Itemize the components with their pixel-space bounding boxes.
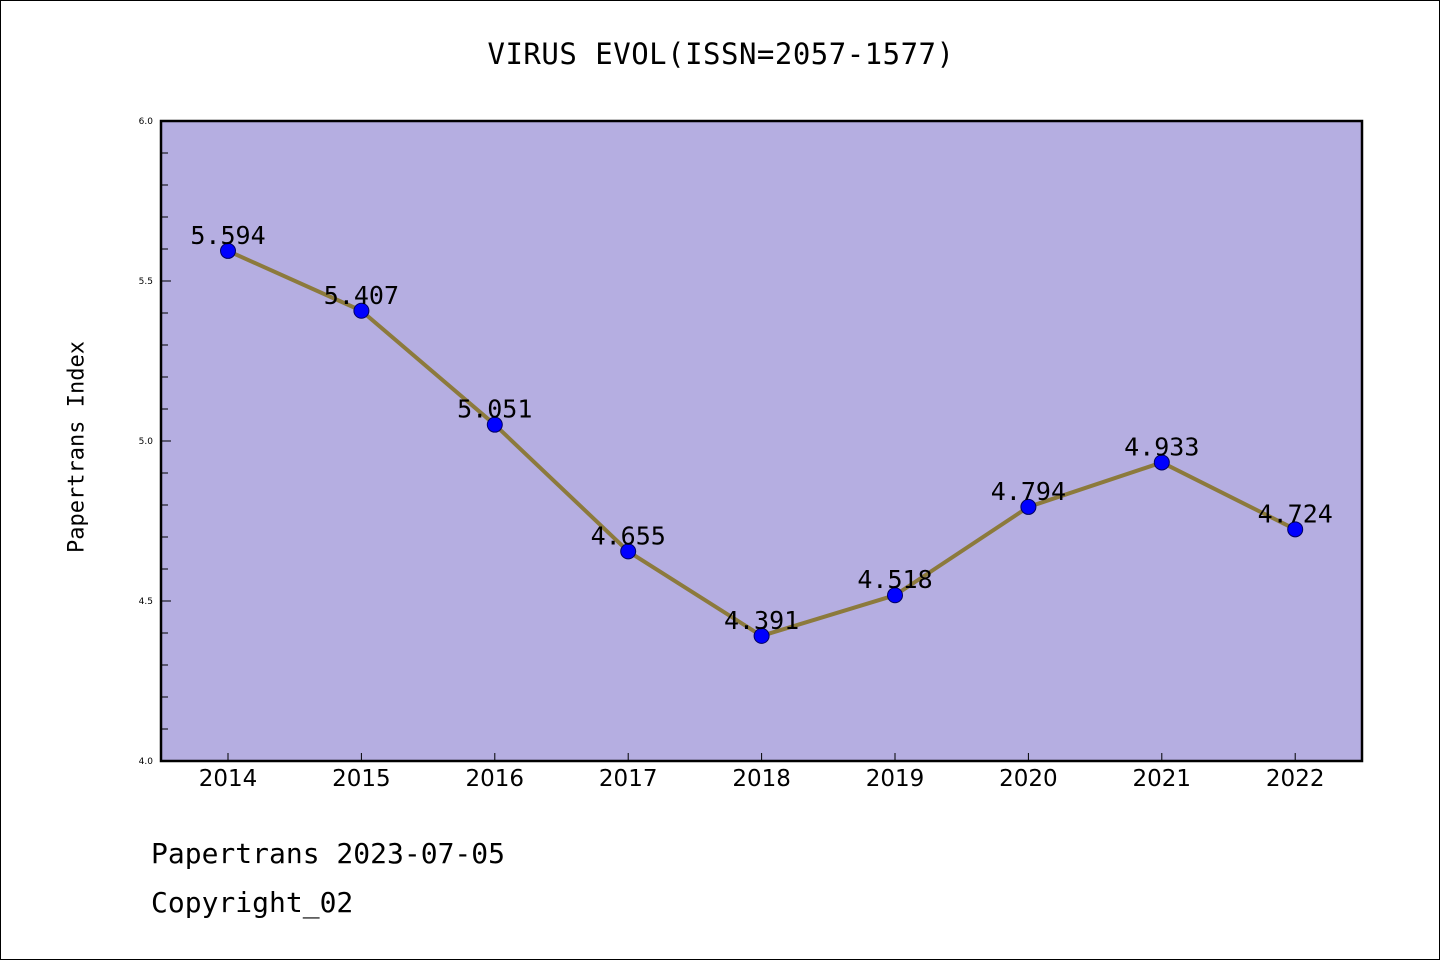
data-label: 5.594	[190, 221, 265, 250]
footer-copyright: Copyright_02	[151, 886, 354, 919]
y-tick-label: 4.5	[139, 597, 153, 607]
y-axis: 4.0 4.5 5.0 5.5 6.0	[139, 117, 171, 767]
data-label: 4.933	[1124, 432, 1199, 461]
data-label: 5.407	[324, 281, 399, 310]
y-tick-label: 4.0	[139, 757, 154, 767]
y-tick-label: 6.0	[139, 117, 154, 127]
data-point	[620, 543, 637, 560]
data-point	[1287, 521, 1304, 538]
data-point	[753, 627, 770, 644]
data-point	[1153, 454, 1170, 471]
data-point	[887, 587, 903, 604]
x-tick-label: 2020	[999, 766, 1058, 792]
y-tick-label: 5.0	[139, 437, 154, 447]
x-tick-label: 2015	[332, 766, 391, 792]
footer-date: Papertrans 2023-07-05	[151, 837, 506, 870]
data-labels: 5.594 5.407 5.051 4.655 4.391 4.518 4.794 4.933…	[190, 221, 1332, 635]
x-tick-label: 2014	[199, 766, 258, 792]
x-tick-label: 2016	[466, 766, 525, 792]
data-label: 4.724	[1258, 499, 1333, 528]
x-tick-label: 2017	[599, 766, 658, 792]
data-point	[1020, 498, 1037, 515]
series-markers	[220, 242, 1304, 644]
x-tick-label: 2021	[1133, 766, 1192, 792]
x-tick-label: 2019	[866, 766, 925, 792]
data-label: 4.391	[724, 606, 799, 635]
x-tick-label: 2022	[1266, 766, 1325, 792]
chart-title: VIRUS EVOL(ISSN=2057-1577)	[487, 37, 955, 71]
x-axis: 2014 2015 2016 2017 2018 2019 2020 2021 2022	[199, 753, 1325, 792]
data-label: 4.518	[857, 565, 932, 594]
data-label: 4.794	[991, 477, 1066, 506]
data-label: 5.051	[457, 395, 532, 424]
data-label: 4.655	[591, 521, 666, 550]
data-point	[486, 416, 503, 433]
data-point	[220, 242, 236, 259]
y-tick-label: 5.5	[139, 277, 153, 287]
data-point	[353, 302, 370, 319]
x-tick-label: 2018	[732, 766, 791, 792]
plot-area	[159, 119, 1364, 763]
